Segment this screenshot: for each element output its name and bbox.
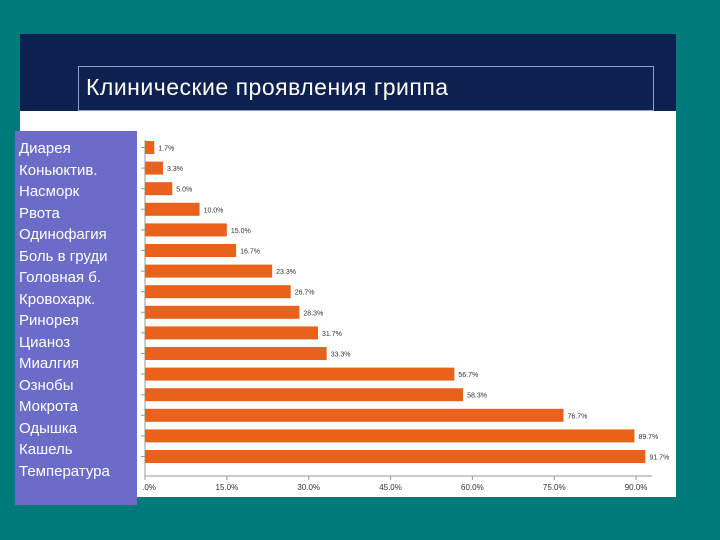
x-tick-label: 15.0% (216, 483, 239, 492)
x-tick-label: 75.0% (543, 483, 566, 492)
data-label: 10.0% (204, 207, 224, 214)
category-label: Головная б. (19, 269, 102, 286)
data-label: 26.7% (295, 290, 315, 297)
data-label: 3.3% (167, 166, 183, 173)
bar (145, 408, 564, 422)
category-label: Кашель (19, 441, 73, 458)
data-label: 58.3% (467, 393, 487, 400)
bar (145, 161, 164, 175)
category-label: Цианоз (19, 333, 71, 351)
bar (145, 367, 455, 381)
data-label: 16.7% (240, 249, 260, 256)
page-title: Клинические проявления гриппа (86, 74, 449, 100)
category-label: Насморк (19, 183, 80, 200)
bar (145, 450, 646, 463)
bar (145, 141, 155, 154)
data-label: 23.3% (276, 269, 296, 276)
category-label: Коньюктив. (19, 161, 98, 179)
x-tick-label: 60.0% (461, 483, 484, 492)
data-label: 31.7% (322, 331, 342, 338)
title-box (78, 66, 654, 111)
data-label: 5.0% (176, 187, 192, 194)
category-label: Кровохарк. (19, 290, 96, 308)
data-label: 15.0% (231, 228, 251, 235)
bar (145, 182, 173, 196)
data-label: 76.7% (568, 413, 588, 420)
bar (145, 305, 300, 319)
category-label: Ознобы (19, 376, 74, 394)
bar (145, 244, 237, 257)
x-tick-label: 30.0% (297, 483, 320, 492)
category-label: Мокрота (19, 398, 78, 415)
data-label: 33.3% (331, 352, 351, 359)
bar (145, 326, 318, 340)
bar (145, 347, 327, 360)
category-label: Температура (19, 462, 110, 480)
category-label: Рвота (19, 204, 60, 222)
data-label: 28.3% (303, 310, 323, 317)
bar (145, 264, 273, 278)
category-label: Ринорея (19, 312, 79, 329)
data-label: 1.7% (158, 146, 174, 153)
x-tick-label: 90.0% (625, 483, 648, 492)
bar (145, 202, 200, 216)
x-tick-label: .0% (142, 483, 156, 492)
category-label-panel (15, 131, 137, 505)
x-tick-label: 45.0% (379, 483, 402, 492)
bar (145, 388, 464, 402)
category-label: Боль в груди (19, 247, 108, 265)
bar (145, 285, 291, 299)
bar (145, 223, 227, 237)
data-label: 91.7% (649, 455, 669, 462)
category-label: Миалгия (19, 355, 79, 372)
bar (145, 429, 635, 443)
category-label: Одышка (19, 419, 78, 437)
data-label: 89.7% (638, 434, 658, 441)
category-label: Диарея (19, 140, 71, 157)
data-label: 56.7% (458, 372, 478, 379)
category-label: Одинофагия (19, 226, 107, 243)
